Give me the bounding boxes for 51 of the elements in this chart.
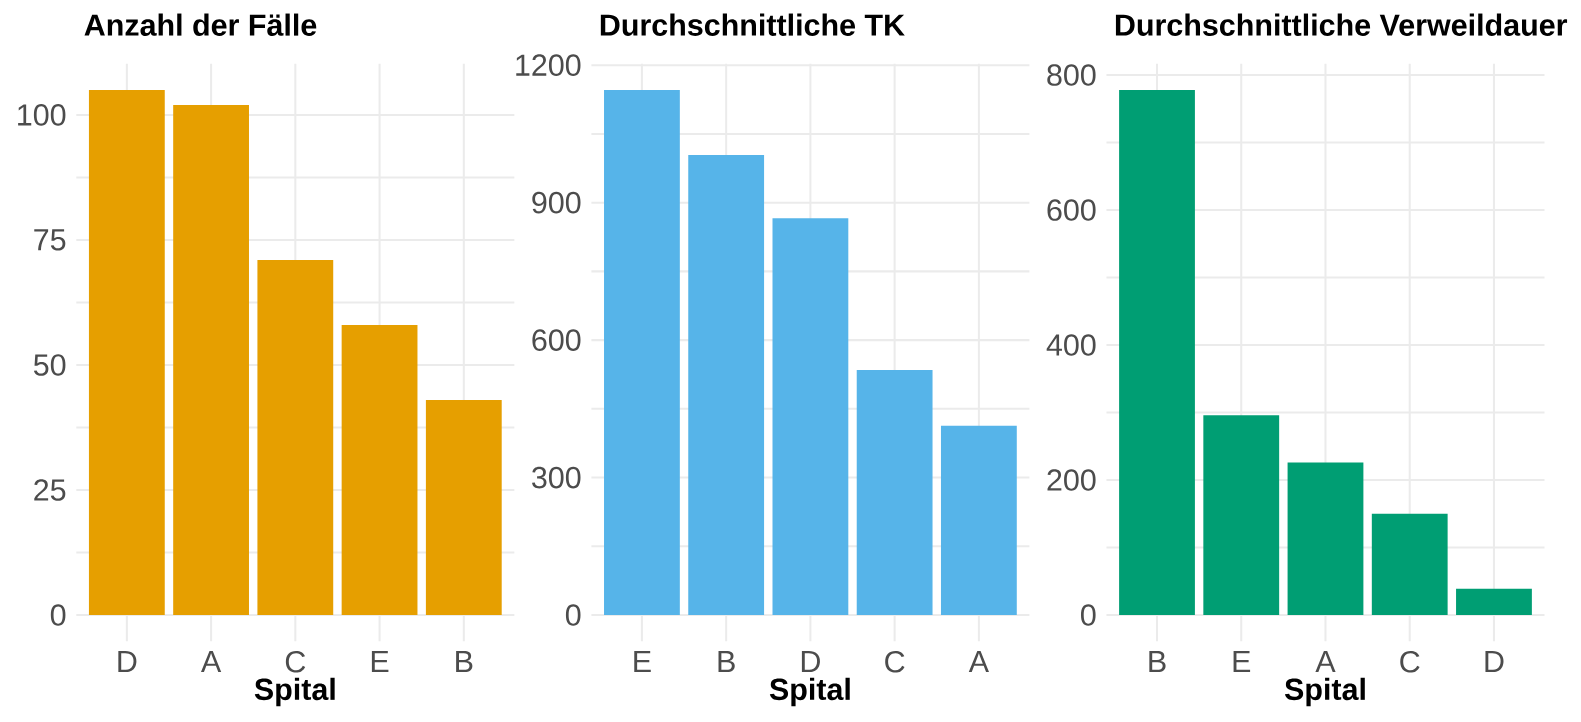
y-tick-label: 300 — [532, 466, 581, 489]
x-tick-label: D — [1485, 651, 1504, 672]
bar — [1203, 415, 1280, 616]
bar — [88, 89, 165, 616]
bar — [257, 259, 334, 616]
x-tick-label: B — [718, 651, 735, 672]
y-tick-label: 0 — [1081, 604, 1096, 626]
y-tick-label: 600 — [1047, 199, 1096, 221]
chart-title: Durchschnittliche TK — [600, 13, 905, 36]
bar — [173, 104, 249, 616]
bar — [940, 425, 1017, 616]
x-tick-label: E — [1233, 651, 1251, 672]
y-tick-label: 0 — [565, 604, 581, 626]
y-tick-label: 400 — [1046, 334, 1096, 356]
y-tick-label: 25 — [34, 479, 66, 501]
y-tick-label: 0 — [50, 604, 66, 626]
x-tick-label: D — [801, 651, 820, 672]
bar — [772, 218, 849, 616]
bar — [1119, 89, 1195, 616]
x-tick-label: A — [1315, 651, 1336, 672]
y-tick-label: 200 — [1047, 469, 1096, 491]
y-tick-label: 600 — [532, 329, 581, 351]
y-tick-label: 50 — [33, 354, 66, 376]
x-tick-label: A — [968, 651, 989, 672]
chart-title: Anzahl der Fälle — [84, 13, 317, 36]
x-tick-label: C — [885, 651, 905, 673]
x-tick-label: C — [1400, 651, 1420, 673]
x-tick-label: D — [118, 651, 137, 672]
x-tick-label: C — [285, 651, 306, 673]
bar — [688, 155, 765, 616]
bar — [425, 400, 502, 616]
x-axis-title: Spital — [769, 677, 850, 707]
bar — [1287, 462, 1364, 616]
y-tick-label: 900 — [532, 191, 581, 214]
x-tick-label: E — [634, 651, 651, 672]
y-tick-label: 1200 — [516, 54, 581, 76]
x-tick-label: B — [1149, 651, 1166, 672]
x-tick-label: B — [456, 651, 473, 672]
bar — [341, 325, 418, 616]
x-axis-title: Spital — [254, 677, 335, 707]
bar — [604, 89, 680, 616]
chart-title: Durchschnittliche Verweildauer — [1115, 13, 1568, 36]
y-tick-label: 100 — [18, 104, 66, 126]
y-tick-label: 75 — [34, 229, 66, 251]
x-tick-label: A — [200, 651, 222, 672]
x-axis-title: Spital — [1284, 677, 1365, 707]
y-tick-label: 800 — [1047, 64, 1096, 86]
bar — [1456, 588, 1532, 616]
x-tick-label: E — [371, 651, 389, 672]
bar — [1371, 513, 1448, 616]
bar — [856, 369, 933, 616]
